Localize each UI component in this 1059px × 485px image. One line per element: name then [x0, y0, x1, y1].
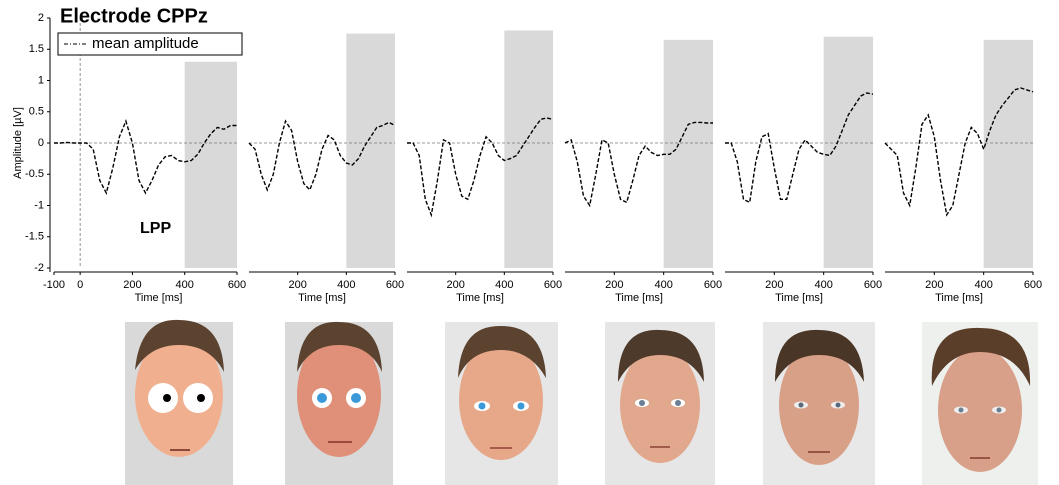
lpp-window [983, 39, 1033, 268]
y-tick-label: 1.5 [29, 43, 44, 55]
y-tick-label: -1 [34, 199, 44, 211]
legend-label: mean amplitude [92, 35, 199, 52]
annotation: LPP [140, 220, 171, 237]
face-semi [445, 322, 558, 485]
x-tick-label: 200 [925, 279, 943, 291]
x-tick-label: 200 [605, 279, 623, 291]
y-tick-label: 0 [38, 137, 44, 149]
x-tick-label: 400 [337, 279, 355, 291]
x-tick-label: -100 [43, 279, 65, 291]
lpp-window [504, 30, 553, 268]
waveform [54, 119, 237, 195]
legend-box [57, 32, 243, 56]
x-tick-label: 400 [176, 279, 194, 291]
waveform [248, 119, 396, 192]
y-tick-label: -1.5 [25, 231, 44, 243]
x-tick-label: 600 [864, 279, 882, 291]
lpp-window [184, 61, 237, 268]
x-axis-label: Time [ms] [456, 292, 504, 304]
x-tick-label: 400 [495, 279, 513, 291]
x-tick-label: 600 [1024, 279, 1042, 291]
x-tick-label: 600 [704, 279, 722, 291]
x-tick-label: 200 [123, 279, 141, 291]
waveform [407, 117, 554, 218]
x-tick-label: 200 [765, 279, 783, 291]
x-tick-label: 200 [288, 279, 306, 291]
waveform [884, 87, 1034, 217]
x-axis-label: Time [ms] [135, 292, 183, 304]
y-tick-label: 1 [38, 74, 44, 86]
x-tick-label: 400 [814, 279, 832, 291]
lpp-window [663, 39, 713, 268]
chart-title: Electrode CPPz [60, 5, 208, 27]
x-tick-label: 600 [386, 279, 404, 291]
y-tick-label: 2 [38, 12, 44, 24]
x-tick-label: 400 [654, 279, 672, 291]
x-tick-label: 400 [974, 279, 992, 291]
x-tick-label: 600 [228, 279, 246, 291]
waveform [564, 121, 713, 208]
x-tick-label: 200 [446, 279, 464, 291]
x-tick-label: 600 [544, 279, 562, 291]
y-tick-label: 0.5 [29, 106, 44, 118]
face-cartoon [125, 319, 233, 485]
y-tick-label: -2 [34, 262, 44, 274]
legend: mean amplitude [57, 32, 243, 56]
x-axis-label: Time [ms] [298, 292, 346, 304]
faces [125, 319, 1038, 485]
face-stylized [285, 321, 393, 485]
face-realistic-1 [605, 322, 715, 485]
waveform [725, 92, 874, 204]
face-realistic-2 [763, 322, 875, 485]
y-axis-label: Amplitude [µV] [12, 107, 24, 179]
y-tick-label: -0.5 [25, 168, 44, 180]
x-tick-label: 0 [77, 279, 83, 291]
x-axis-label: Time [ms] [615, 292, 663, 304]
face-photo [922, 322, 1038, 485]
lpp-window [346, 33, 395, 268]
x-axis-label: Time [ms] [775, 292, 823, 304]
x-axis-label: Time [ms] [935, 292, 983, 304]
